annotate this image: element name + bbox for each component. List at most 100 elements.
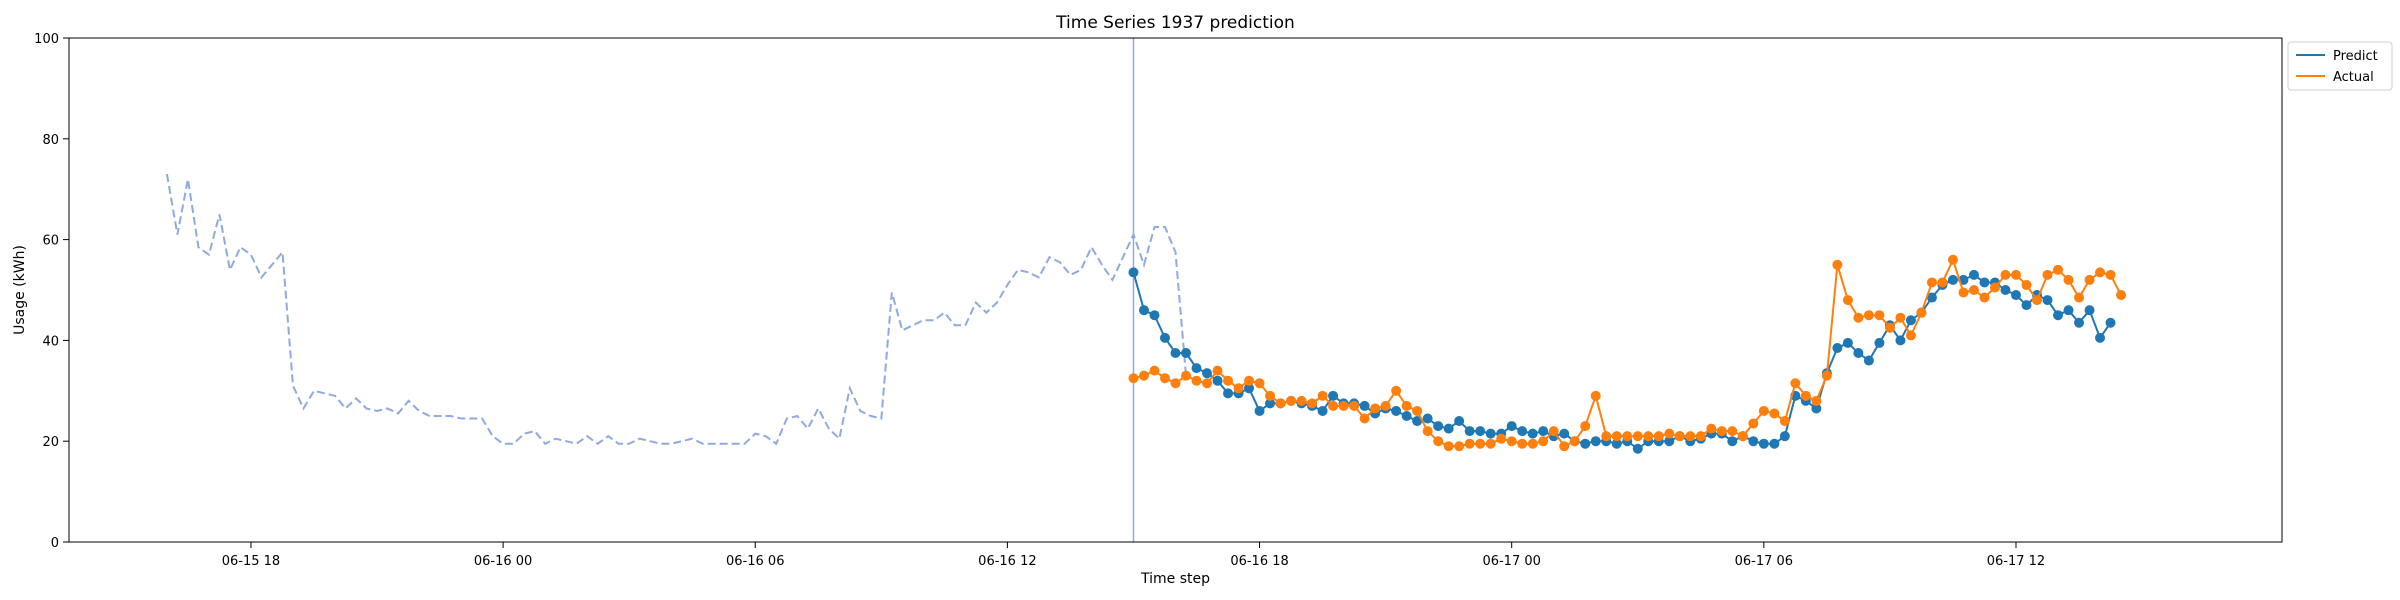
data-point bbox=[1916, 307, 1927, 318]
x-tick-label: 06-17 12 bbox=[1987, 554, 2045, 569]
data-point bbox=[1244, 375, 1255, 386]
data-point bbox=[1485, 428, 1496, 439]
x-axis: 06-15 18 06-16 00 06-16 06 06-16 12 06-16 18… bbox=[222, 542, 2045, 569]
plot-area bbox=[165, 38, 2127, 542]
data-point bbox=[1391, 405, 1402, 416]
y-axis: 0 20 40 60 80 100 bbox=[34, 32, 69, 551]
data-point bbox=[1611, 438, 1622, 449]
data-point bbox=[1433, 421, 1444, 432]
data-point bbox=[1601, 431, 1612, 442]
data-point bbox=[1275, 398, 1286, 409]
data-point bbox=[1128, 267, 1139, 278]
data-point bbox=[1422, 426, 1433, 437]
data-point bbox=[1580, 438, 1591, 449]
data-point bbox=[2000, 269, 2011, 280]
data-point bbox=[2105, 269, 2116, 280]
data-point bbox=[1559, 441, 1570, 452]
data-point bbox=[1380, 400, 1391, 411]
data-point bbox=[1254, 405, 1265, 416]
data-point bbox=[1527, 428, 1538, 439]
x-tick-label: 06-15 18 bbox=[222, 554, 280, 569]
data-point bbox=[1758, 405, 1769, 416]
data-point bbox=[1895, 312, 1906, 323]
data-point bbox=[1926, 277, 1937, 288]
data-point bbox=[1790, 378, 1801, 389]
data-point bbox=[1727, 436, 1738, 447]
data-point bbox=[1874, 310, 1885, 321]
data-point bbox=[2021, 300, 2032, 311]
data-point bbox=[1181, 348, 1192, 358]
data-point bbox=[1296, 395, 1307, 406]
data-point bbox=[1359, 400, 1370, 411]
data-point bbox=[1464, 426, 1475, 437]
data-point bbox=[2063, 274, 2074, 285]
data-point bbox=[1159, 373, 1170, 384]
data-point bbox=[1338, 400, 1349, 411]
data-point bbox=[1947, 274, 1958, 285]
data-point bbox=[1611, 431, 1622, 442]
x-tick-label: 06-17 06 bbox=[1735, 554, 1793, 569]
data-point bbox=[1664, 428, 1675, 439]
data-point bbox=[1422, 413, 1433, 424]
data-point bbox=[1748, 436, 1759, 447]
y-tick-label: 100 bbox=[34, 32, 59, 47]
series-actual bbox=[1128, 254, 2127, 452]
data-point bbox=[1233, 383, 1244, 394]
data-point bbox=[1212, 375, 1223, 386]
plot-background bbox=[69, 38, 2282, 542]
x-tick-label: 06-17 00 bbox=[1482, 554, 1540, 569]
data-point bbox=[1842, 295, 1853, 306]
data-point bbox=[1905, 330, 1916, 341]
series-line-predict bbox=[1132, 272, 2112, 450]
data-point bbox=[1664, 436, 1675, 447]
data-point bbox=[1947, 254, 1958, 265]
data-point bbox=[1506, 421, 1517, 432]
history-line bbox=[165, 173, 1188, 446]
data-point bbox=[1643, 431, 1654, 442]
data-point bbox=[1138, 305, 1149, 316]
data-point bbox=[1968, 285, 1979, 295]
data-point bbox=[1779, 416, 1790, 427]
data-point bbox=[1811, 395, 1822, 406]
data-point bbox=[2095, 267, 2106, 278]
data-point bbox=[1695, 431, 1706, 442]
data-point bbox=[1464, 438, 1475, 449]
data-point bbox=[1905, 315, 1916, 326]
data-point bbox=[2074, 292, 2085, 303]
data-point bbox=[1769, 438, 1780, 449]
data-point bbox=[1685, 431, 1696, 442]
y-tick-label: 0 bbox=[51, 536, 59, 551]
data-point bbox=[1653, 431, 1664, 442]
data-point bbox=[1149, 310, 1160, 321]
data-point bbox=[1958, 287, 1969, 298]
data-point bbox=[1800, 390, 1811, 401]
y-axis-label: Usage (kWh) bbox=[12, 245, 28, 335]
data-point bbox=[1223, 375, 1234, 386]
data-point bbox=[1527, 438, 1538, 449]
data-point bbox=[1170, 378, 1181, 389]
data-point bbox=[1485, 438, 1496, 449]
data-point bbox=[1811, 403, 1822, 414]
data-point bbox=[1138, 370, 1149, 381]
data-point bbox=[2095, 332, 2106, 343]
data-point bbox=[1548, 426, 1559, 437]
data-point bbox=[1832, 259, 1843, 270]
data-point bbox=[1433, 436, 1444, 447]
data-point bbox=[1853, 312, 1864, 323]
x-tick-label: 06-16 00 bbox=[474, 554, 532, 569]
data-point bbox=[1727, 426, 1738, 437]
data-point bbox=[1622, 431, 1633, 442]
data-point bbox=[1979, 292, 1990, 303]
data-point bbox=[1454, 416, 1465, 427]
data-point bbox=[1716, 426, 1727, 437]
data-point bbox=[1590, 390, 1601, 401]
data-point bbox=[1517, 438, 1528, 449]
y-tick-label: 20 bbox=[42, 435, 59, 450]
data-point bbox=[1779, 431, 1790, 442]
data-point bbox=[1170, 348, 1181, 358]
data-point bbox=[1202, 368, 1213, 379]
legend-label: Predict bbox=[2333, 49, 2378, 64]
data-point bbox=[1265, 390, 1276, 401]
data-point bbox=[1454, 441, 1465, 452]
